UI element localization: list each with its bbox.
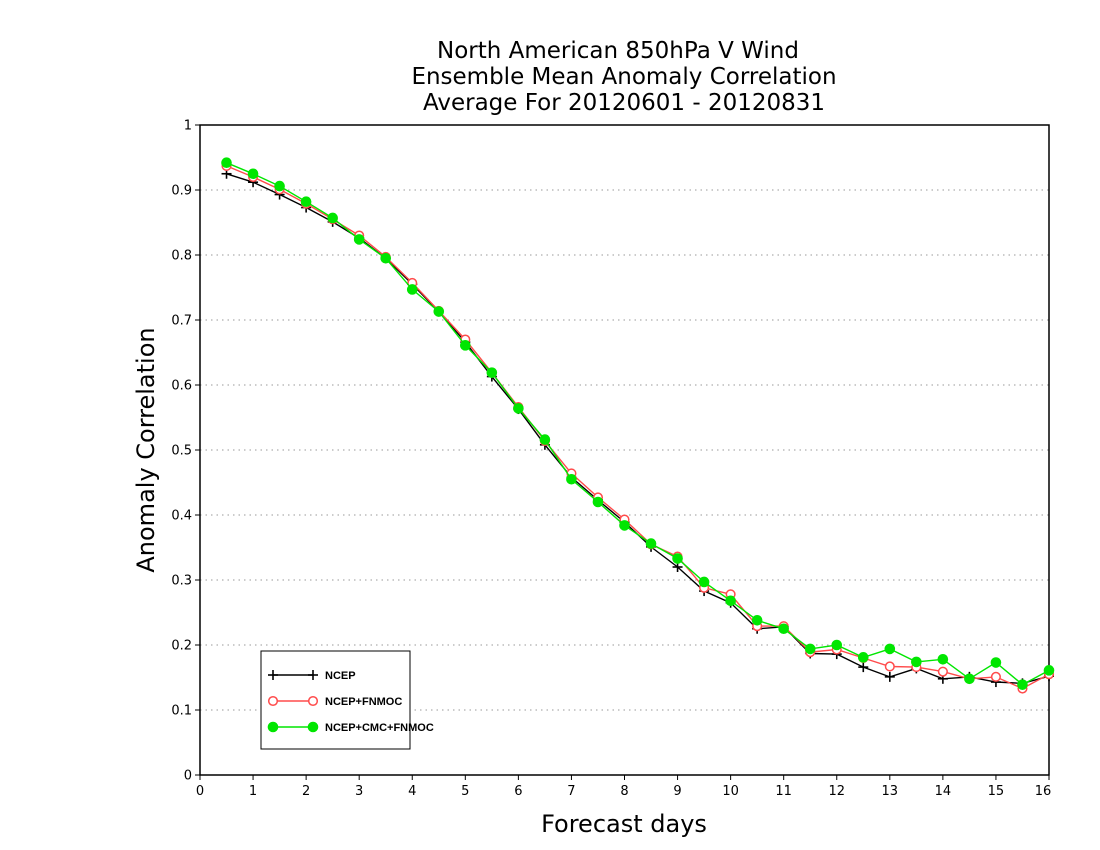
x-tick-label: 8 xyxy=(620,784,628,799)
series-line xyxy=(226,165,1050,690)
data-point xyxy=(300,196,312,207)
x-tick-label: 12 xyxy=(828,784,845,799)
legend-marker-end xyxy=(307,695,319,707)
legend-box xyxy=(260,650,411,750)
data-point xyxy=(857,652,869,663)
x-tick-label: 3 xyxy=(355,784,363,799)
data-point xyxy=(911,656,922,668)
data-point xyxy=(486,367,498,378)
data-point xyxy=(592,496,604,508)
x-tick-label: 0 xyxy=(196,784,204,799)
series-ncep-fnmoc xyxy=(221,160,1055,694)
data-point xyxy=(327,212,338,224)
series-line xyxy=(226,162,1050,686)
data-point xyxy=(884,643,896,655)
legend-label: NCEP+CMC+FNMOC xyxy=(325,722,434,734)
x-tick-label: 11 xyxy=(775,784,792,799)
data-point xyxy=(751,615,763,626)
data-point xyxy=(778,623,789,635)
data-point xyxy=(672,553,683,564)
data-point xyxy=(380,252,392,264)
data-point xyxy=(698,576,710,588)
data-point xyxy=(990,657,1002,668)
x-tick-label: 4 xyxy=(408,784,416,799)
data-point xyxy=(884,671,895,682)
x-tick-label: 5 xyxy=(461,784,469,799)
data-point xyxy=(937,666,948,677)
data-point xyxy=(725,595,736,607)
axis-ticks: 00.10.20.30.40.50.60.70.80.910 1 2 3 4 5 6 7 8 9 1… xyxy=(171,119,1051,800)
x-tick-label: 6 xyxy=(514,784,522,799)
y-tick-label: 0.6 xyxy=(171,379,192,394)
legend-marker-end xyxy=(308,670,318,680)
data-point xyxy=(460,340,471,351)
y-tick-label: 0.2 xyxy=(171,639,192,654)
series-ncep xyxy=(221,168,1054,689)
x-tick-label: 14 xyxy=(935,784,952,799)
x-axis-label: Forecast days xyxy=(541,810,707,838)
y-tick-label: 0.5 xyxy=(171,444,192,459)
chart-title-line-3: Average For 20120601 - 20120831 xyxy=(423,90,825,116)
legend-label: NCEP+FNMOC xyxy=(325,696,402,708)
data-point xyxy=(539,434,551,445)
data-point xyxy=(1017,679,1028,690)
legend-marker-start xyxy=(268,670,278,680)
x-tick-label: 2 xyxy=(302,784,310,799)
y-axis-label: Anomaly Correlation xyxy=(132,327,160,572)
data-point xyxy=(831,639,843,651)
data-point xyxy=(990,671,1001,682)
data-point xyxy=(884,661,895,672)
data-point xyxy=(858,662,869,673)
data-point xyxy=(513,403,524,414)
legend-marker-start xyxy=(267,695,279,707)
data-point xyxy=(274,180,285,192)
data-point xyxy=(353,234,365,245)
x-tick-label: 15 xyxy=(988,784,1005,799)
x-tick-label: 7 xyxy=(567,784,575,799)
data-point xyxy=(1043,665,1055,676)
data-point xyxy=(406,284,418,295)
data-point xyxy=(619,520,630,531)
y-tick-label: 0.7 xyxy=(171,314,192,329)
legend-label: NCEP xyxy=(325,670,356,682)
data-point xyxy=(566,473,577,485)
x-tick-label: 1 xyxy=(249,784,257,799)
series-line xyxy=(226,173,1050,685)
series-lines xyxy=(221,157,1055,694)
x-tick-label: 10 xyxy=(722,784,739,799)
x-tick-label: 13 xyxy=(882,784,899,799)
y-tick-label: 1 xyxy=(184,119,192,134)
series-ncep-cmc-fnmoc xyxy=(221,157,1055,690)
y-tick-label: 0.3 xyxy=(171,574,192,589)
y-tick-label: 0 xyxy=(184,769,192,784)
data-point xyxy=(964,673,975,685)
data-point xyxy=(937,654,949,665)
legend: NCEP NCEP+FNMOC NCEP+CMC+FNMOC xyxy=(260,650,434,750)
legend-entry: NCEP+CMC+FNMOC xyxy=(267,721,434,734)
data-point xyxy=(247,168,259,180)
data-point xyxy=(433,306,445,317)
y-tick-label: 0.9 xyxy=(171,184,192,199)
y-tick-label: 0.1 xyxy=(171,704,192,719)
legend-marker-end xyxy=(307,721,319,733)
grid-lines xyxy=(200,189,1049,711)
data-point xyxy=(645,538,657,549)
x-tick-label: 9 xyxy=(673,784,681,799)
data-point xyxy=(221,157,232,168)
x-tick-label: 16 xyxy=(1035,784,1052,799)
legend-marker-start xyxy=(267,721,279,733)
chart-title-line-1: North American 850hPa V Wind xyxy=(437,38,799,64)
legend-entry: NCEP xyxy=(268,670,356,682)
chart-title-line-2: Ensemble Mean Anomaly Correlation xyxy=(411,64,836,90)
legend-entry: NCEP+FNMOC xyxy=(267,695,402,708)
data-point xyxy=(804,643,816,655)
y-tick-label: 0.8 xyxy=(171,249,192,264)
y-tick-label: 0.4 xyxy=(171,509,192,524)
